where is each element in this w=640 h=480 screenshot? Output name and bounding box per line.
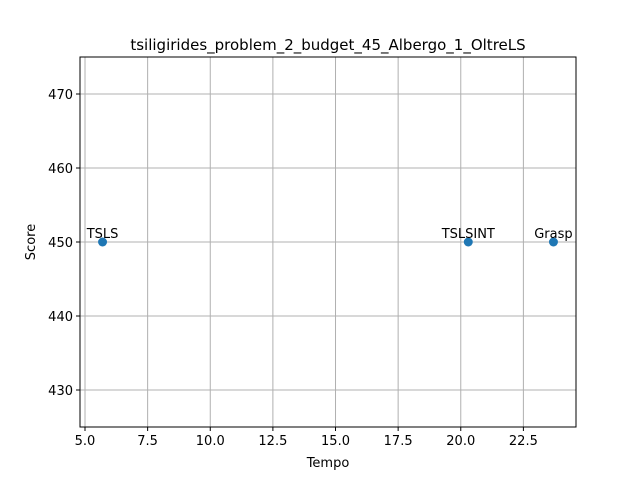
x-tick-label: 22.5 [509, 434, 538, 449]
y-axis-label: Score [24, 224, 39, 260]
x-tick-label: 10.0 [196, 434, 225, 449]
point-label: TSLS [86, 227, 119, 242]
data-point [463, 237, 473, 247]
x-tick-label: 12.5 [258, 434, 287, 449]
y-tick-label: 440 [48, 310, 73, 325]
x-tick-label: 17.5 [384, 434, 413, 449]
axis-ticks: 5.0 7.5 10.0 12.5 15.0 17.5 20.0 22.5 430 440 450 4… [48, 88, 538, 449]
x-axis-label: Tempo [306, 456, 350, 471]
data-points: TSLS TSLSINT Grasp [86, 227, 573, 247]
y-tick-label: 430 [48, 384, 73, 399]
data-point [98, 237, 108, 247]
chart-title: tsiligirides_problem_2_budget_45_Albergo… [130, 36, 525, 55]
x-tick-label: 15.0 [321, 434, 350, 449]
x-tick-label: 20.0 [446, 434, 475, 449]
x-tick-label: 7.5 [137, 434, 158, 449]
grid [80, 57, 576, 427]
y-tick-label: 460 [48, 162, 73, 177]
point-label: TSLSINT [441, 227, 495, 242]
data-point [548, 237, 558, 247]
point-label: Grasp [534, 227, 572, 242]
x-tick-label: 5.0 [75, 434, 96, 449]
y-tick-label: 450 [48, 236, 73, 251]
y-tick-label: 470 [48, 88, 73, 103]
